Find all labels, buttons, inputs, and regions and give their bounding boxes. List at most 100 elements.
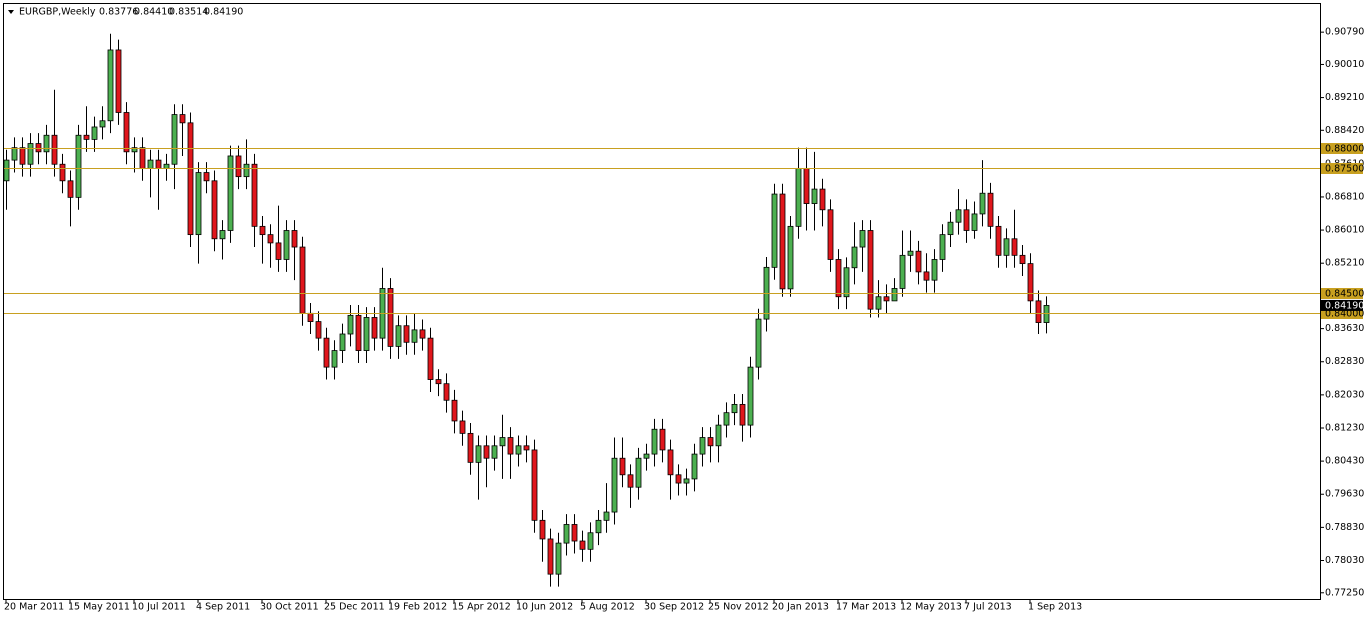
candle-body	[99, 120, 106, 128]
candle-body	[715, 424, 722, 447]
candle-body	[467, 432, 474, 463]
candle-body	[723, 412, 730, 426]
level-label-box	[1321, 308, 1363, 319]
candle-body	[651, 428, 658, 455]
candle-body	[67, 180, 74, 198]
candle-body	[827, 209, 834, 260]
candle-body	[19, 147, 26, 165]
candle-body	[419, 329, 426, 339]
candle-body	[803, 167, 810, 204]
level-label: 0.88000	[1325, 144, 1364, 155]
candle-body	[115, 49, 122, 113]
y-tick-label: 0.89210	[1325, 92, 1364, 103]
candle-body	[155, 159, 162, 169]
x-tick-label: 19 Feb 2012	[388, 602, 447, 613]
candle-body	[987, 192, 994, 227]
candle-body	[699, 437, 706, 455]
candle-body	[59, 163, 66, 182]
candle-body	[891, 288, 898, 302]
candle-body	[355, 314, 362, 351]
candle-body	[787, 225, 794, 290]
y-tick-label: 0.82030	[1325, 389, 1364, 400]
candle-body	[187, 122, 194, 236]
candle-body	[923, 271, 930, 281]
candle-body	[3, 159, 10, 182]
x-tick-label: 12 May 2013	[900, 602, 962, 613]
level-label-box	[1321, 163, 1363, 174]
candle-body	[499, 437, 506, 447]
candle-body	[491, 445, 498, 459]
x-tick-label: 30 Oct 2011	[260, 602, 319, 613]
y-tick-label: 0.85210	[1325, 258, 1364, 269]
y-tick-label: 0.88420	[1325, 125, 1364, 136]
candle-body	[851, 246, 858, 269]
candle-body	[427, 337, 434, 380]
candle-body	[11, 147, 18, 161]
candle-body	[267, 234, 274, 244]
candle-body	[459, 420, 466, 434]
candle-body	[339, 333, 346, 351]
candle-body	[883, 296, 890, 302]
candle-body	[731, 403, 738, 414]
quote-low: 0.83514	[169, 7, 208, 18]
candle-body	[739, 403, 746, 426]
candle-body	[395, 325, 402, 347]
candle-body	[963, 209, 970, 231]
candle-body	[299, 246, 306, 314]
candle-body	[515, 445, 522, 455]
y-tick-label: 0.80430	[1325, 456, 1364, 467]
candle-body	[587, 532, 594, 550]
candle-body	[1003, 238, 1010, 256]
quote-close: 0.84190	[204, 7, 243, 18]
x-tick-label: 25 Nov 2012	[708, 602, 769, 613]
candle-body	[971, 213, 978, 231]
candle-body	[579, 540, 586, 550]
candle-body	[147, 159, 154, 169]
candle-body	[211, 180, 218, 240]
candle-body	[51, 134, 58, 165]
candle-body	[507, 437, 514, 455]
x-tick-label: 10 Jul 2011	[132, 602, 186, 613]
candle-body	[483, 445, 490, 459]
x-tick-label: 15 May 2011	[68, 602, 130, 613]
x-tick-label: 10 Jun 2012	[516, 602, 573, 613]
candle-body	[547, 538, 554, 575]
quote-open: 0.83776	[99, 7, 138, 18]
x-tick-label: 15 Apr 2012	[452, 602, 511, 613]
candle-body	[435, 379, 442, 385]
candle-body	[315, 321, 322, 339]
candle-body	[331, 350, 338, 368]
candle-body	[403, 325, 410, 343]
candle-body	[667, 449, 674, 476]
candle-body	[131, 147, 138, 153]
candle-body	[595, 519, 602, 534]
candle-body	[243, 163, 250, 178]
current-price-label: 0.84190	[1325, 300, 1364, 311]
y-tick-label: 0.86810	[1325, 191, 1364, 202]
candle-body	[411, 329, 418, 343]
candle-body	[707, 437, 714, 447]
level-label: 0.84000	[1325, 309, 1364, 320]
y-tick-label: 0.83630	[1325, 323, 1364, 334]
candle-body	[747, 366, 754, 426]
candle-body	[1027, 263, 1034, 302]
menu-arrow	[8, 10, 14, 14]
y-tick-label: 0.81230	[1325, 422, 1364, 433]
candle-body	[627, 474, 634, 488]
candle-body	[347, 314, 354, 335]
candle-body	[75, 134, 82, 198]
candle-body	[83, 134, 90, 140]
candle-body	[235, 155, 242, 178]
candle-body	[755, 318, 762, 368]
candle-body	[259, 225, 266, 236]
y-tick-label: 0.77250	[1325, 587, 1364, 598]
x-tick-label: 7 Jul 2013	[964, 602, 1012, 613]
candle-body	[643, 453, 650, 459]
chart-title: EURGBP,Weekly	[19, 7, 96, 18]
quote-high: 0.84410	[134, 7, 173, 18]
candle-body	[555, 542, 562, 575]
candle-body	[139, 147, 146, 169]
y-tick-label: 0.78030	[1325, 555, 1364, 566]
